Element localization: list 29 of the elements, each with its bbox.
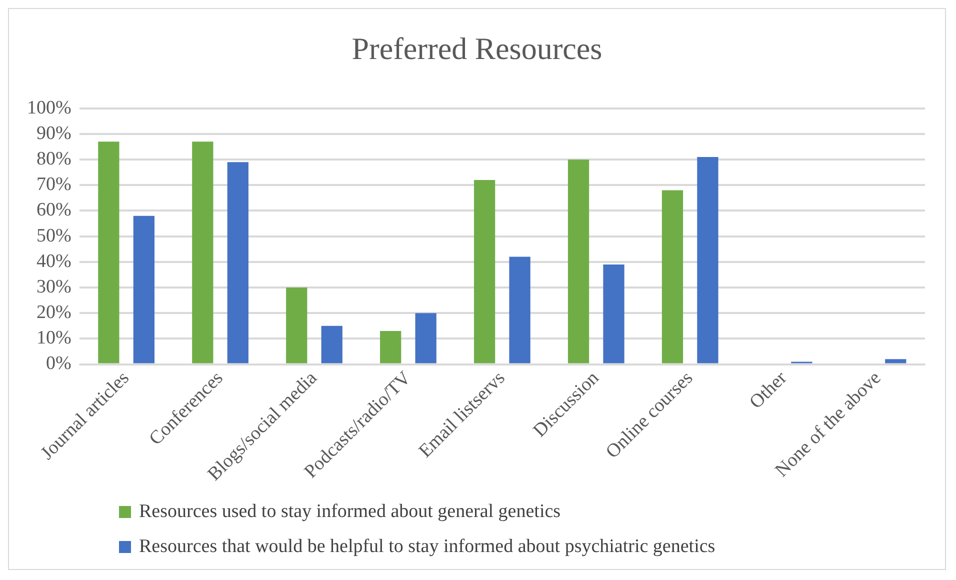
- bar: [415, 313, 436, 364]
- y-tick-label: 30%: [36, 276, 72, 298]
- bar: [568, 160, 590, 364]
- y-tick-label: 10%: [36, 328, 72, 349]
- bar: [885, 359, 906, 364]
- y-tick-label: 70%: [36, 174, 72, 196]
- y-tick-label: 0%: [46, 353, 72, 374]
- bar: [662, 190, 684, 364]
- bar: [227, 162, 248, 364]
- chart-title: Preferred Resources: [350, 31, 604, 67]
- legend-label: Resources used to stay informed about general genetics: [139, 500, 561, 522]
- bar: [321, 326, 342, 364]
- bar: [697, 157, 718, 364]
- y-tick-label: 80%: [36, 148, 72, 170]
- bar: [286, 288, 308, 364]
- bar: [603, 264, 624, 364]
- y-tick-label: 90%: [36, 122, 72, 144]
- y-tick-label: 20%: [36, 302, 72, 324]
- bar: [474, 180, 496, 364]
- y-tick-label: 50%: [36, 225, 72, 246]
- y-tick-label: 60%: [36, 200, 72, 221]
- y-tick-label: 40%: [36, 250, 72, 272]
- bar: [192, 142, 214, 364]
- y-tick-label: 100%: [27, 97, 72, 118]
- bar: [509, 256, 530, 364]
- bar: [133, 216, 154, 364]
- legend-label: Resources that would be helpful to stay informed about psychiatric genetics: [139, 536, 716, 558]
- bar: [380, 331, 402, 364]
- bar: [98, 142, 120, 364]
